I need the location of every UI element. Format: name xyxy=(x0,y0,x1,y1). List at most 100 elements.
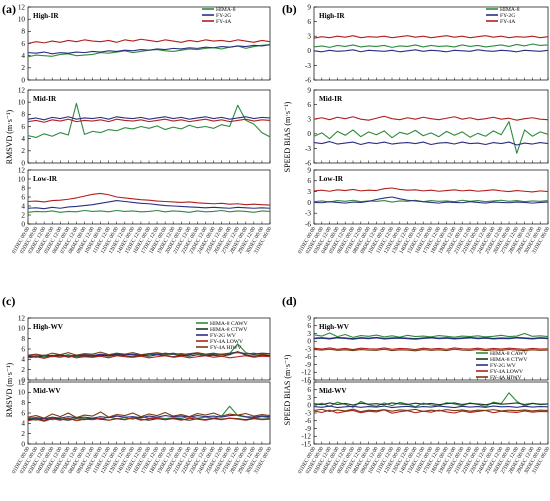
y-tick-label: 4 xyxy=(21,420,25,428)
plot-frame xyxy=(313,89,549,164)
y-tick-label: 9 xyxy=(307,166,311,174)
y-tick-label: 6 xyxy=(21,40,25,48)
series-line-fy-2g xyxy=(27,200,271,210)
panel-c: (c) RMSVD (m·s⁻¹) 0 2 4 6 8 10 12 High-WV 0 2 4 6 8 10 1… xyxy=(2,294,273,475)
y-tick-label: -6 xyxy=(305,353,311,361)
subplot-high-ir: 0 2 4 6 8 10 12 High-IR xyxy=(18,3,271,84)
series-line-fy-4a xyxy=(27,38,271,45)
series-line-hima-8 xyxy=(27,209,271,213)
y-tick-label: 4 xyxy=(21,202,25,210)
panel-label: (d) xyxy=(282,294,297,308)
y-tick-label: 9 xyxy=(307,378,311,386)
series-line-fy-2g xyxy=(313,49,549,53)
y-tick-label: 8 xyxy=(21,28,25,36)
subplot-label: Low-IR xyxy=(33,175,58,183)
y-tick-label: -6 xyxy=(305,220,311,228)
y-tick-label: 8 xyxy=(21,111,25,119)
y-tick-label: -12 xyxy=(301,433,311,441)
y-axis-label: SPEED BIAS (m·s⁻¹) xyxy=(283,354,292,425)
y-tick-label: 9 xyxy=(307,3,311,11)
y-tick-label: -6 xyxy=(305,159,311,167)
panel-d: (d)SPEED BIAS (m·s⁻¹) -15-12-9-6-30369Hig… xyxy=(282,294,550,475)
y-tick-label: -15 xyxy=(301,376,311,384)
y-tick-label: 0 xyxy=(307,338,311,346)
y-tick-label: 6 xyxy=(307,18,311,26)
y-tick-label: 6 xyxy=(307,177,311,185)
y-tick-label: 2 xyxy=(21,64,25,72)
series-line-hima-8 xyxy=(313,199,549,203)
y-tick-label: 8 xyxy=(21,335,25,343)
legend-entry: FY-2G WV xyxy=(210,333,236,339)
series-line-fy-4a-hiwv xyxy=(313,408,549,413)
legend-entry: HIMA-8 CTWV xyxy=(210,327,247,333)
series-line-fy-4a xyxy=(313,187,549,193)
subplot-high-wv: 0 2 4 6 8 10 12 High-WV xyxy=(18,314,271,384)
y-tick-label: 6 xyxy=(21,193,25,201)
plot-frame xyxy=(27,6,271,81)
y-tick-label: 3 xyxy=(307,33,311,41)
series-line-hima-8-ctwv xyxy=(313,402,549,406)
y-tick-label: 4 xyxy=(21,135,25,143)
subplot-label: Mid-WV xyxy=(319,387,347,395)
legend-entry: FY-4A LOWV xyxy=(490,369,523,375)
y-tick-label: -3 xyxy=(305,345,311,353)
y-tick-label: 12 xyxy=(18,86,26,94)
subplot-high-ir: -6 -3 0 3 6 9 High-IR xyxy=(305,3,549,84)
series-line-hima-8 xyxy=(27,102,271,138)
y-tick-label: 2 xyxy=(21,147,25,155)
y-tick-label: 10 xyxy=(18,99,26,107)
plot-frame xyxy=(313,381,549,445)
panel-label: (c) xyxy=(2,294,15,308)
series-line-fy-4a-lowv xyxy=(313,347,549,351)
y-tick-label: 6 xyxy=(307,101,311,109)
legend-entry: FY-4A xyxy=(216,19,231,25)
subplot-mid-ir: 0 2 4 6 8 10 12 Mid-IR xyxy=(18,86,271,167)
y-tick-label: 0 xyxy=(307,130,311,138)
y-axis-label: RMSVD (m·s⁻¹) xyxy=(5,109,14,164)
series-line-fy-2g xyxy=(27,44,271,55)
legend-entry: FY-4A HIWV xyxy=(490,375,522,381)
series-line-fy-4a-hiwv xyxy=(27,351,271,357)
y-tick-label: 0 xyxy=(21,376,25,384)
y-tick-label: 2 xyxy=(21,211,25,219)
series-line-fy-4a-hiwv xyxy=(27,411,271,419)
y-tick-label: 0 xyxy=(307,199,311,207)
subplot-label: High-IR xyxy=(33,12,59,20)
subplot-mid-ir: -6 -3 0 3 6 9 Mid-IR xyxy=(305,86,549,167)
y-tick-label: 2 xyxy=(21,430,25,438)
panel-label: (b) xyxy=(282,2,297,16)
series-line-fy-4a-hiwv xyxy=(313,348,549,352)
series-line-fy-4a-lowv xyxy=(27,355,271,359)
y-tick-label: 3 xyxy=(307,116,311,124)
y-tick-label: 0 xyxy=(21,440,25,448)
y-tick-label: 8 xyxy=(21,184,25,192)
y-tick-label: -6 xyxy=(305,417,311,425)
subplot-mid-wv: 0 2 4 6 8 10 12 Mid-WV xyxy=(18,378,271,448)
y-tick-label: -3 xyxy=(305,62,311,70)
legend-entry: HIMA-8 xyxy=(500,7,520,13)
legend-entry: HIMA-8 CAWV xyxy=(490,351,528,357)
series-line-fy-4a xyxy=(27,192,271,206)
legend-entry: FY-2G WV xyxy=(490,363,516,369)
y-tick-label: -3 xyxy=(305,409,311,417)
y-tick-label: 0 xyxy=(307,47,311,55)
series-line-hima-8-ctwv xyxy=(27,351,271,358)
series-line-fy-2g-wv xyxy=(313,405,549,409)
y-tick-label: 6 xyxy=(21,345,25,353)
y-axis-label: SPEED BIAS (m·s⁻¹) xyxy=(283,101,292,172)
series-line-fy-4a xyxy=(313,35,549,39)
series-line-fy-4a xyxy=(27,118,271,123)
panel-a: (a)RMSVD (m·s⁻¹)024681012High-IR02468101… xyxy=(2,2,273,255)
legend-entry: FY-2G xyxy=(500,13,515,19)
series-line-fy-4a-lowv xyxy=(313,409,549,414)
series-line-hima-8-cawv xyxy=(313,392,549,408)
y-tick-label: 9 xyxy=(307,314,311,322)
series-line-hima-8 xyxy=(313,121,549,154)
panel-label: (a) xyxy=(2,2,16,16)
y-tick-label: 12 xyxy=(18,3,26,11)
